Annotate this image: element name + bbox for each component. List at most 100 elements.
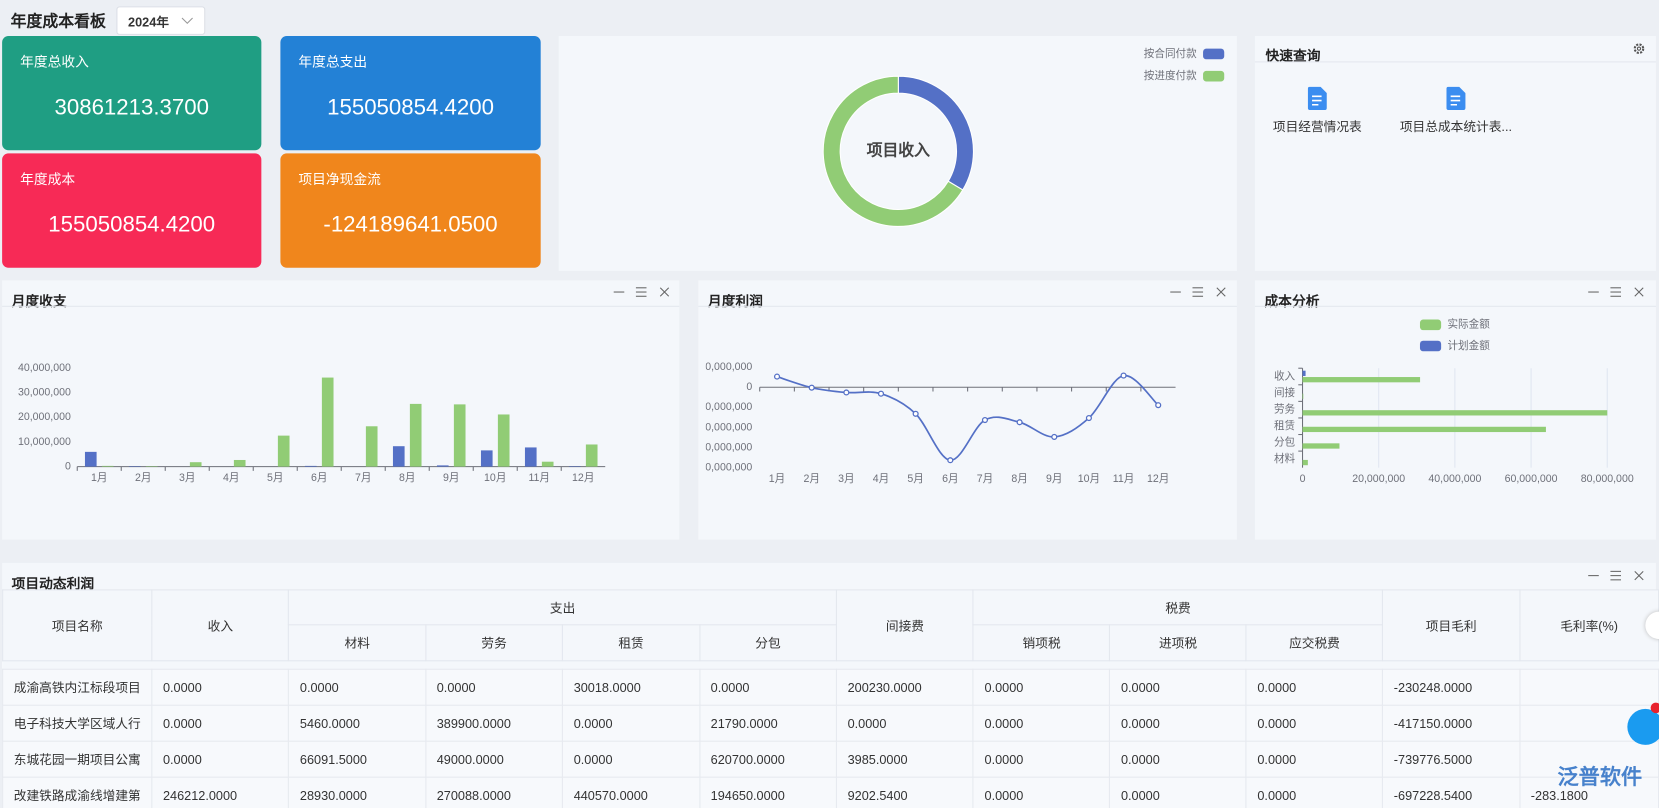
table-cell: 0.0000 (972, 668, 1111, 706)
table-cell: 0.0000 (562, 704, 701, 742)
table-cell: 0.0000 (972, 704, 1111, 742)
panel-title: 项目动态利润 (11, 575, 95, 592)
kpi-label: 项目净现金流 (298, 171, 381, 188)
table-cell: 0.0000 (698, 668, 837, 706)
table-body: 成渝高铁内江标段项目 0.0000 0.0000 0.0000 30018.0000 0.… (2, 668, 1659, 808)
quick-link[interactable]: 项目经营情况表 (1259, 86, 1375, 136)
year-value: 2024年 (128, 14, 169, 30)
table-cell: 66091.5000 (288, 740, 427, 778)
kpi-card: 年度成本 155050854.4200 (2, 153, 262, 268)
table-cell: 21790.0000 (698, 704, 837, 742)
column-header: 项目毛利 (1382, 589, 1521, 662)
panel-title: 成本分析 (1264, 293, 1320, 309)
kpi-card: 年度总收入 30861213.3700 (2, 35, 262, 151)
table-cell: 200230.0000 (835, 668, 974, 706)
panel-title: 月度利润 (707, 293, 763, 309)
table-cell: -417150.0000 (1382, 704, 1521, 742)
kpi-label: 年度总支出 (298, 53, 368, 70)
table-cell: 0.0000 (562, 740, 701, 778)
chart-panel: 成本分析 (1254, 280, 1656, 540)
table-cell: 28930.0000 (288, 776, 427, 808)
header-row: 材料 劳务 租赁 分包 销项税 进项税 应交税费 (3, 624, 1659, 662)
table-cell: 电子科技大学区域人行 (2, 704, 153, 742)
year-select[interactable]: 2024年 (116, 6, 206, 35)
column-header: 材料 (288, 624, 427, 662)
table-cell: 0.0000 (151, 704, 290, 742)
float-button[interactable] (1645, 611, 1659, 640)
panel-title: 月度收支 (11, 293, 67, 309)
column-header: 劳务 (425, 624, 564, 662)
table-cell: 0.0000 (425, 668, 564, 706)
table-cell: 0.0000 (1109, 668, 1247, 706)
profit-table: 项目名称 收入 支出 间接费 税费 项目毛利 毛利率(%) 材料 劳务 租赁 分包 销项税 进项税 应交税… (2, 589, 1659, 808)
kpi-value: 155050854.4200 (327, 95, 494, 120)
column-header: 间接费 (835, 589, 974, 662)
table-cell: 0.0000 (1245, 740, 1384, 778)
table-cell: 0.0000 (1109, 740, 1247, 778)
kpi-label: 年度总收入 (20, 53, 89, 70)
table-cell: 东城花园一期项目公寓 (2, 740, 153, 778)
table-cell: 0.0000 (151, 668, 290, 706)
donut-panel (558, 35, 1237, 271)
table-cell: 5460.0000 (288, 704, 427, 742)
kpi-value: 155050854.4200 (48, 212, 216, 238)
table-cell: -739776.5000 (1382, 740, 1521, 778)
table-cell: 389900.0000 (425, 704, 564, 742)
badge (1650, 702, 1659, 714)
column-header: 收入 (151, 589, 290, 662)
panel-title: 快速查询 (1265, 47, 1321, 64)
kpi-label: 年度成本 (20, 171, 76, 188)
header-row: 项目名称 收入 支出 间接费 税费 项目毛利 毛利率(%) (2, 589, 1659, 662)
column-header: 租赁 (562, 624, 701, 662)
column-header: 进项税 (1109, 624, 1247, 662)
column-group-header: 支出 (288, 589, 837, 626)
table-row: 成渝高铁内江标段项目 0.0000 0.0000 0.0000 30018.0000 0.… (2, 668, 1659, 706)
table-cell: 0.0000 (288, 668, 427, 706)
table-cell: 620700.0000 (698, 740, 837, 778)
table-cell: 改建铁路成渝线增建第 (2, 776, 153, 808)
spacer-cell (2, 660, 1659, 670)
table-head: 项目名称 收入 支出 间接费 税费 项目毛利 毛利率(%) 材料 劳务 租赁 分包 销项税 进项税 应交税… (2, 589, 1659, 670)
table-cell: 0.0000 (1109, 704, 1247, 742)
column-header: 应交税费 (1245, 624, 1384, 662)
table-cell: 270088.0000 (425, 776, 564, 808)
kpi-card: 年度总支出 155050854.4200 (280, 35, 541, 151)
column-group-header: 税费 (972, 589, 1384, 626)
table-row: 改建铁路成渝线增建第 246212.0000 28930.0000 270088.00… (2, 776, 1659, 808)
table-cell: 0.0000 (151, 740, 290, 778)
table-cell: 30018.0000 (562, 668, 701, 706)
table-row: 电子科技大学区域人行 0.0000 5460.0000 389900.0000 0.00… (2, 704, 1659, 742)
table-cell: 246212.0000 (151, 776, 290, 808)
table-cell (1519, 668, 1659, 706)
page-title: 年度成本看板 (10, 12, 106, 31)
float-button[interactable] (1627, 708, 1659, 745)
doc-icon (1307, 86, 1327, 111)
dropdown-arrow (181, 17, 193, 25)
table-cell: 0.0000 (835, 704, 974, 742)
watermark: 泛普软件 (1557, 766, 1643, 790)
table-cell: 成渝高铁内江标段项目 (2, 668, 153, 706)
column-header: 分包 (698, 624, 837, 662)
table-cell: 0.0000 (1109, 776, 1247, 808)
header-spacer (2, 660, 1659, 670)
kpi-value: 30861213.3700 (54, 95, 209, 120)
table-cell: 0.0000 (972, 776, 1111, 808)
column-header: 项目名称 (2, 589, 153, 662)
table-cell: 440570.0000 (562, 776, 701, 808)
chart-panel: 月度收支 (2, 280, 680, 540)
table-cell: -230248.0000 (1382, 668, 1521, 706)
kpi-value: -124189641.0500 (323, 212, 498, 238)
settings-icon[interactable] (1633, 42, 1646, 55)
column-header: 销项税 (972, 624, 1111, 662)
quick-panel: 快速查询 项目经营情况表 项目总成本统计表... (1254, 35, 1656, 271)
column-header: 毛利率(%) (1519, 589, 1659, 662)
chart-panel: 月度利润 (698, 280, 1237, 540)
table-cell: 0.0000 (1245, 668, 1384, 706)
quick-link-label: 项目总成本统计表... (1399, 119, 1513, 135)
table-cell: -697228.5400 (1382, 776, 1521, 808)
table-cell: -283.1800 (1519, 776, 1659, 808)
quick-link[interactable]: 项目总成本统计表... (1388, 86, 1523, 136)
table-cell: 3985.0000 (835, 740, 974, 778)
table-cell: 0.0000 (1245, 704, 1384, 742)
